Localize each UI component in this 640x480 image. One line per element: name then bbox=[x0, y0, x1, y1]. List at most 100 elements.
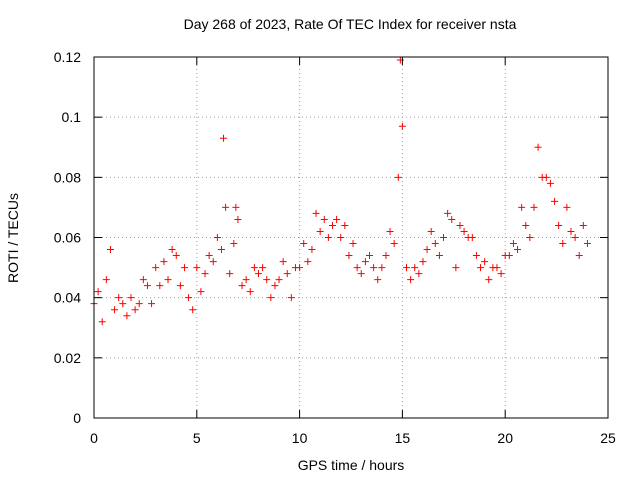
y-tick-label: 0.06 bbox=[54, 230, 81, 246]
data-point bbox=[374, 276, 382, 284]
data-point bbox=[213, 234, 221, 241]
x-tick-label: 15 bbox=[395, 430, 411, 446]
data-point bbox=[254, 270, 262, 278]
data-point bbox=[119, 300, 127, 308]
data-point bbox=[353, 264, 361, 272]
x-axis-label: GPS time / hours bbox=[298, 457, 405, 473]
data-point bbox=[579, 221, 587, 229]
data-point bbox=[160, 258, 168, 266]
data-point bbox=[263, 276, 271, 284]
y-tick-label: 0.12 bbox=[54, 49, 81, 65]
data-point bbox=[267, 294, 275, 302]
data-point bbox=[135, 300, 143, 308]
data-point bbox=[164, 276, 172, 284]
data-point bbox=[394, 173, 402, 181]
data-point bbox=[542, 173, 550, 181]
data-point bbox=[102, 276, 110, 284]
data-point bbox=[205, 252, 213, 260]
data-point bbox=[320, 215, 328, 223]
data-point bbox=[168, 246, 176, 254]
x-tick-label: 10 bbox=[292, 430, 308, 446]
data-point bbox=[460, 227, 468, 235]
data-point bbox=[98, 318, 106, 326]
data-point bbox=[431, 240, 439, 248]
data-point bbox=[279, 258, 287, 266]
data-point bbox=[333, 215, 341, 223]
data-point bbox=[571, 234, 579, 241]
data-point bbox=[226, 270, 234, 278]
data-point bbox=[275, 276, 283, 284]
data-point bbox=[411, 264, 419, 272]
y-tick-label: 0.1 bbox=[62, 109, 82, 125]
data-point bbox=[234, 215, 242, 223]
data-point bbox=[407, 276, 415, 284]
data-point bbox=[308, 246, 316, 254]
data-point bbox=[509, 240, 517, 248]
data-point bbox=[139, 276, 147, 284]
data-point bbox=[349, 240, 357, 248]
data-point bbox=[312, 209, 320, 217]
data-point bbox=[127, 294, 135, 302]
data-point bbox=[481, 258, 489, 266]
data-point bbox=[296, 264, 304, 272]
data-point bbox=[193, 264, 201, 272]
x-tick-label: 20 bbox=[497, 430, 513, 446]
data-point bbox=[472, 252, 480, 260]
data-point bbox=[304, 258, 312, 266]
y-tick-label: 0 bbox=[73, 410, 81, 426]
data-point bbox=[403, 264, 411, 272]
data-point bbox=[456, 221, 464, 229]
data-point bbox=[271, 282, 279, 290]
axis-ticks: 0 5 10 15 20 25 0 0.02 0.04 0.06 0.08 0.1 0.12 bbox=[54, 49, 616, 446]
chart-title: Day 268 of 2023, Rate Of TEC Index for r… bbox=[183, 16, 517, 32]
data-point bbox=[534, 143, 542, 151]
data-point bbox=[366, 252, 374, 260]
data-point bbox=[390, 240, 398, 248]
data-point bbox=[345, 252, 353, 260]
data-point bbox=[115, 294, 123, 302]
data-point bbox=[575, 252, 583, 260]
data-point bbox=[131, 306, 139, 314]
y-tick-label: 0.08 bbox=[54, 169, 81, 185]
data-point bbox=[559, 240, 567, 248]
data-point bbox=[514, 246, 522, 254]
data-point bbox=[259, 264, 267, 272]
data-point bbox=[415, 270, 423, 278]
data-point bbox=[419, 258, 427, 266]
data-point bbox=[337, 234, 345, 241]
data-point bbox=[583, 240, 591, 248]
data-point bbox=[378, 264, 386, 272]
data-point bbox=[143, 282, 151, 290]
data-point bbox=[176, 282, 184, 290]
data-point bbox=[386, 227, 394, 235]
data-point bbox=[209, 258, 217, 266]
x-tick-label: 5 bbox=[193, 430, 201, 446]
data-point bbox=[435, 252, 443, 260]
data-point bbox=[427, 227, 435, 235]
data-point bbox=[172, 252, 180, 260]
data-point bbox=[242, 276, 250, 284]
data-point bbox=[94, 288, 102, 296]
data-point bbox=[287, 294, 295, 302]
data-point bbox=[230, 240, 238, 248]
data-point bbox=[370, 264, 378, 272]
data-point bbox=[468, 234, 476, 241]
data-point bbox=[111, 306, 119, 314]
data-point bbox=[361, 258, 369, 266]
data-point bbox=[341, 221, 349, 229]
data-point bbox=[448, 215, 456, 223]
data-point bbox=[382, 252, 390, 260]
data-point bbox=[357, 270, 365, 278]
data-point bbox=[156, 282, 164, 290]
data-point bbox=[316, 227, 324, 235]
data-point bbox=[546, 179, 554, 187]
data-point bbox=[220, 134, 228, 142]
data-point bbox=[398, 122, 406, 130]
data-point bbox=[283, 270, 291, 278]
data-point bbox=[518, 203, 526, 211]
data-point bbox=[563, 203, 571, 211]
data-point bbox=[551, 197, 559, 205]
data-point bbox=[232, 203, 240, 211]
x-tick-label: 0 bbox=[90, 430, 98, 446]
